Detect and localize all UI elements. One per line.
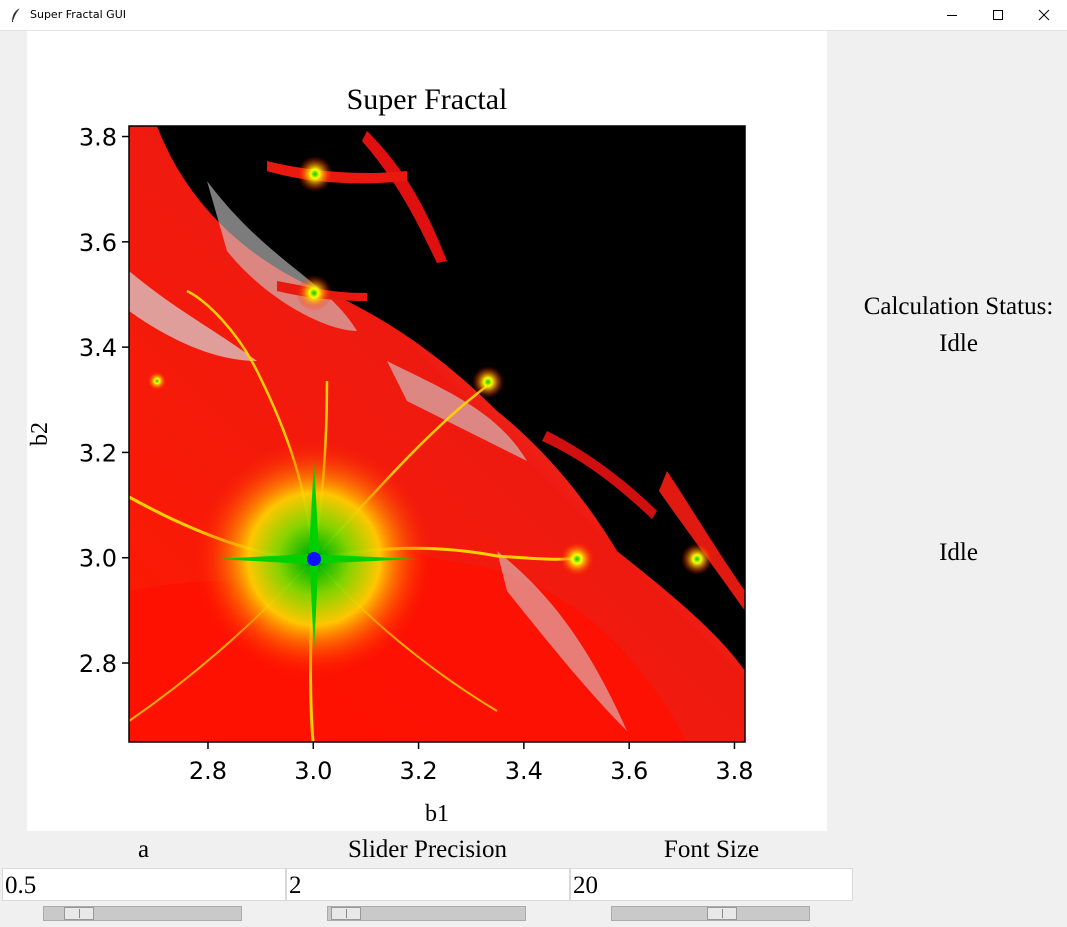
control-label-font-size: Font Size [663, 836, 760, 863]
minimize-icon [947, 15, 957, 16]
a-slider-thumb[interactable] [64, 907, 95, 920]
close-button[interactable] [1021, 0, 1067, 30]
status-title: Calculation Status: [863, 293, 1054, 320]
y-tick-label: 3.6 [79, 229, 117, 257]
feather-icon [12, 7, 21, 22]
y-axis-label: b2 [27, 422, 53, 446]
slider-precision-input[interactable]: 2 [286, 868, 570, 901]
window-title: Super Fractal GUI [30, 8, 126, 21]
x-tick-label: 3.4 [505, 757, 543, 785]
y-tick-label: 2.8 [79, 650, 117, 678]
plot-area[interactable]: 2.8 3.0 3.2 3.4 3.6 3.82.83.03.23.43.63.8 b1 … [27, 31, 827, 831]
x-axis-label: b1 [425, 801, 449, 827]
y-tick-label: 3.8 [79, 124, 117, 152]
title-bar: Super Fractal GUI [0, 0, 1067, 31]
plot-title: Super Fractal [346, 83, 508, 116]
fractal-figure: Super Fractal [27, 31, 827, 831]
minimize-button[interactable] [929, 0, 975, 30]
maximize-icon [993, 10, 1003, 20]
slider-precision-slider-thumb[interactable] [331, 907, 362, 920]
x-tick-label: 3.8 [715, 757, 753, 785]
control-label-slider-precision: Slider Precision [347, 836, 507, 863]
x-tick-label: 2.8 [189, 757, 227, 785]
status-value-secondary: Idle [939, 539, 978, 566]
status-value-primary: Idle [939, 330, 978, 357]
font-size-slider-thumb[interactable] [707, 907, 738, 920]
y-tick-label: 3.4 [79, 334, 117, 362]
font-size-input[interactable]: 20 [570, 868, 853, 901]
control-label-a: a [137, 836, 150, 863]
axis-ticks: 2.8 3.0 3.2 3.4 3.6 3.8 2.8 3.0 3.2 3.4 3.6 3.8 [79, 124, 754, 785]
plot-frame [128, 125, 746, 743]
x-tick-label: 3.0 [294, 757, 332, 785]
fractal-image [129, 126, 745, 742]
a-slider[interactable] [43, 906, 242, 921]
a-input[interactable]: 0.5 [2, 868, 286, 901]
maximize-button[interactable] [975, 0, 1021, 30]
x-tick-label: 3.6 [610, 757, 648, 785]
y-tick-label: 3.0 [79, 545, 117, 573]
font-size-slider[interactable] [611, 906, 810, 921]
y-tick-label: 3.2 [79, 439, 117, 467]
close-icon [1038, 9, 1050, 21]
x-tick-label: 3.2 [399, 757, 437, 785]
slider-precision-slider[interactable] [327, 906, 526, 921]
